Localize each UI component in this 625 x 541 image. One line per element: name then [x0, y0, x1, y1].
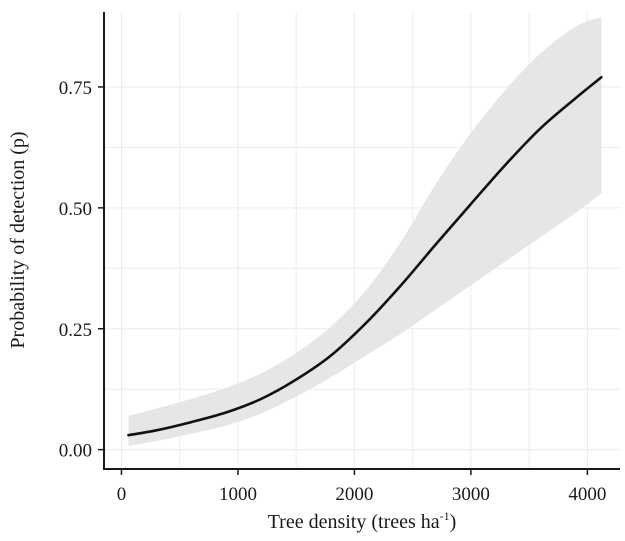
y-tick-label: 0.50 [59, 199, 92, 220]
x-tick-label: 4000 [568, 484, 606, 505]
x-tick-label: 2000 [335, 484, 373, 505]
confidence-band [128, 16, 602, 446]
y-tick-label: 0.75 [59, 78, 92, 99]
x-tick-label: 1000 [219, 484, 257, 505]
y-axis-ticks: 0.00 0.25 0.50 0.75 [59, 78, 104, 462]
axes-frame [103, 12, 620, 470]
y-tick-label: 0.00 [59, 441, 92, 462]
x-tick-label: 3000 [452, 484, 490, 505]
y-axis-title: Probability of detection (p) [7, 131, 29, 348]
x-axis-ticks: 0 1000 2000 3000 4000 [117, 469, 606, 505]
y-tick-label: 0.25 [59, 320, 92, 341]
series-line [127, 75, 603, 437]
x-axis-title: Tree density (trees ha-1) [268, 509, 457, 533]
x-tick-label: 0 [117, 484, 127, 505]
